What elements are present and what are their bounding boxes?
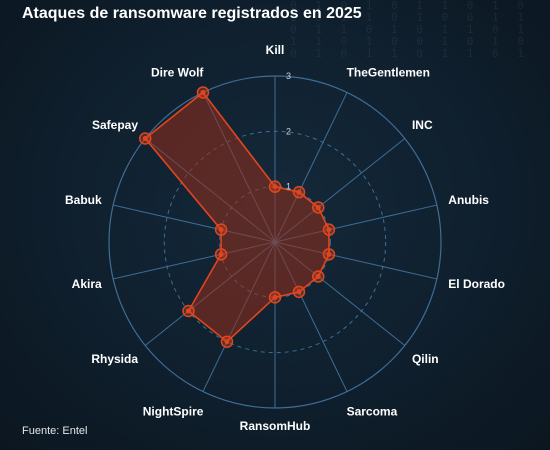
data-point-core: [326, 227, 332, 233]
category-label-inc: INC: [412, 118, 433, 132]
category-label-thegentlemen: TheGentlemen: [347, 66, 430, 80]
category-labels: Kill TheGentlemen INC Anubis El Dorado Qilin S…: [65, 43, 505, 433]
category-label-sarcoma: Sarcoma: [347, 404, 398, 418]
data-point-core: [315, 205, 321, 211]
data-point-core: [185, 308, 191, 314]
data-point-core: [224, 339, 230, 345]
radial-tick-labels: 1 2 3: [286, 71, 291, 192]
category-label-ransomhub: RansomHub: [240, 419, 311, 433]
category-label-akira: Akira: [72, 277, 102, 291]
category-label-kill: Kill: [266, 43, 285, 57]
data-point-core: [315, 273, 321, 279]
category-label-el-dorado: El Dorado: [448, 277, 505, 291]
data-point-core: [200, 89, 206, 95]
data-point-core: [326, 251, 332, 257]
chart-title: Ataques de ransomware registrados en 202…: [22, 5, 362, 22]
category-label-anubis: Anubis: [448, 193, 489, 207]
radial-tick-3: 3: [286, 71, 291, 81]
radial-tick-2: 2: [286, 126, 291, 136]
grid-ring-1: [219, 186, 331, 298]
category-label-nightspire: NightSpire: [143, 404, 204, 418]
binary-pattern-decoration: 0 1 0 1 0 1 1 0 1 0 1 0 1 1 0 1 0 0 1 1 …: [290, 0, 530, 60]
data-point-core: [296, 189, 302, 195]
data-point-core: [272, 184, 278, 190]
data-point-core: [296, 289, 302, 295]
data-point-core: [272, 294, 278, 300]
category-label-qilin: Qilin: [412, 352, 439, 366]
series-area: [144, 91, 330, 343]
category-label-rhysida: Rhysida: [91, 352, 138, 366]
category-label-safepay: Safepay: [92, 118, 138, 132]
data-point-core: [142, 136, 148, 142]
category-label-babuk: Babuk: [65, 193, 102, 207]
source-note: Fuente: Entel: [22, 425, 88, 437]
data-point-core: [218, 251, 224, 257]
category-label-dire-wolf: Dire Wolf: [151, 66, 204, 80]
radial-tick-1: 1: [286, 182, 291, 192]
data-point-core: [218, 227, 224, 233]
series-layer: [138, 86, 336, 348]
